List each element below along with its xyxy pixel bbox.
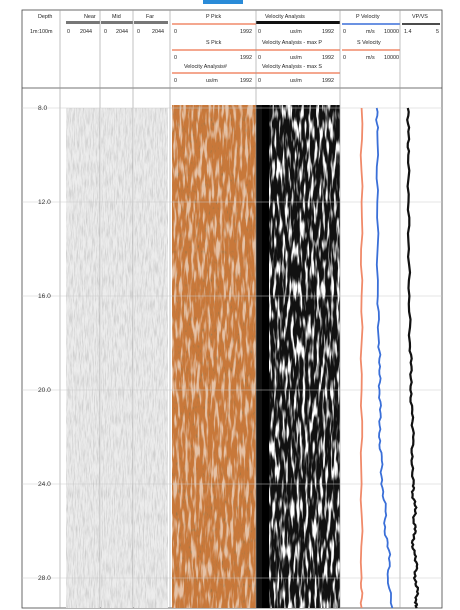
s-pick-max: 1992 (240, 55, 252, 61)
va-bw-solid-band (262, 105, 269, 608)
vp-vs-curve (406, 107, 420, 609)
near-min: 0 (67, 29, 70, 35)
va-main-min: 0 (258, 29, 261, 35)
p-velocity-unit: m/s (366, 29, 375, 35)
va-s-min: 0 (258, 78, 261, 84)
far-min: 0 (137, 29, 140, 35)
s-pick-title: S Pick (206, 40, 222, 46)
va-p-unit: us/m (290, 55, 302, 61)
far-max: 2044 (152, 29, 164, 35)
depth-gridlines (22, 107, 442, 579)
s-velocity-min: 0 (343, 55, 346, 61)
depth-tick-label: 24.0 (38, 481, 51, 488)
depth-header: Depth (38, 14, 52, 20)
depth-axis: 8.0 12.0 16.0 20.0 24.0 28.0 (38, 105, 51, 582)
va-hash-max: 1992 (240, 78, 252, 84)
far-scale-bar (134, 21, 168, 24)
p-pick-min: 0 (174, 29, 177, 35)
s-pick-min: 0 (174, 55, 177, 61)
va-bw-texture (268, 105, 340, 608)
p-velocity-max: 10000 (384, 29, 399, 35)
p-velocity-curve (375, 107, 394, 609)
far-texture (134, 108, 168, 608)
near-texture (66, 108, 100, 608)
mid-max: 2044 (116, 29, 128, 35)
vpvs-title: VP/VS (412, 14, 428, 20)
p-velocity-title: P Velocity (356, 14, 380, 20)
va-main-unit: us/m (290, 29, 302, 35)
top-accent-bar (203, 0, 243, 4)
va-p-title: Velocity Analysis - max P (262, 40, 322, 46)
mid-texture (101, 108, 133, 608)
s-velocity-max: 10000 (384, 55, 399, 61)
depth-tick-label: 8.0 (38, 105, 47, 112)
far-title: Far (146, 14, 154, 20)
va-s-unit: us/m (290, 78, 302, 84)
va-orange-highlights (172, 105, 256, 608)
depth-tick-label: 20.0 (38, 387, 51, 394)
va-hash-unit: us/m (206, 78, 218, 84)
va-p-max: 1992 (322, 55, 334, 61)
va-s-max: 1992 (322, 78, 334, 84)
p-pick-title: P Pick (206, 14, 221, 20)
p-velocity-min: 0 (343, 29, 346, 35)
va-main-title: Velocity Analysis (265, 14, 305, 20)
va-hash-title: Velocity Analysis# (184, 64, 227, 70)
s-velocity-unit: m/s (366, 55, 375, 61)
scale-label: 1m:100m (30, 29, 53, 35)
depth-tick-label: 28.0 (38, 575, 51, 582)
vpvs-max: 5 (436, 29, 439, 35)
s-velocity-title: S Velocity (357, 40, 381, 46)
va-p-min: 0 (258, 55, 261, 61)
mid-min: 0 (104, 29, 107, 35)
near-title: Near (84, 14, 96, 20)
depth-tick-label: 12.0 (38, 199, 51, 206)
p-pick-max: 1992 (240, 29, 252, 35)
track-dividers (59, 10, 401, 608)
vpvs-min: 1.4 (404, 29, 412, 35)
s-velocity-curve (359, 107, 364, 609)
va-main-max: 1992 (322, 29, 334, 35)
va-hash-min: 0 (174, 78, 177, 84)
near-max: 2044 (80, 29, 92, 35)
mid-title: Mid (112, 14, 121, 20)
mid-scale-bar (101, 21, 133, 24)
near-scale-bar (66, 21, 100, 24)
va-main-scale-bar (256, 21, 340, 24)
va-s-title: Velocity Analysis - max S (262, 64, 322, 70)
log-curves (359, 107, 420, 609)
log-header: Depth 1m:100m Near 0 2044 Mid 0 2044 Far… (22, 14, 442, 89)
depth-tick-label: 16.0 (38, 293, 51, 300)
track-panels (66, 105, 340, 608)
